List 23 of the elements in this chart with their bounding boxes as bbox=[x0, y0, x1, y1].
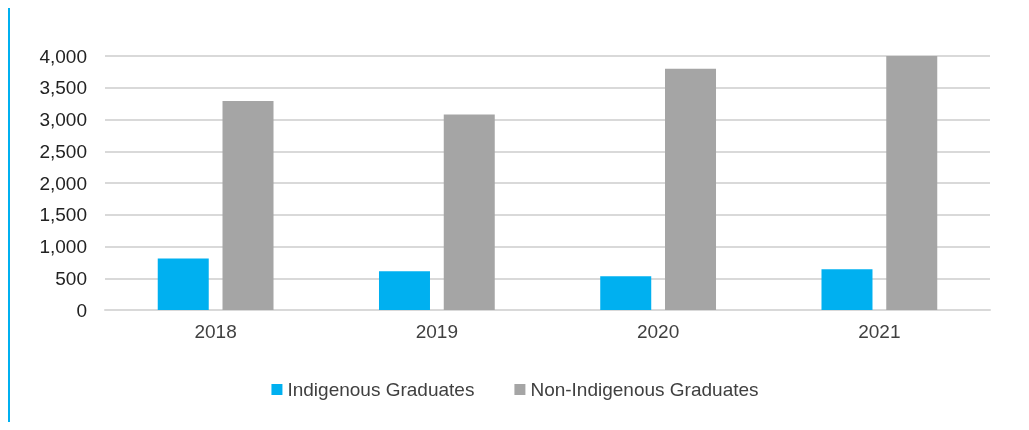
bar bbox=[600, 276, 652, 310]
y-tick-label: 2,500 bbox=[39, 140, 87, 162]
bar bbox=[157, 258, 209, 310]
bar bbox=[222, 101, 274, 310]
y-tick-label: 0 bbox=[76, 299, 87, 321]
bar bbox=[821, 269, 873, 310]
legend-label: Indigenous Graduates bbox=[287, 379, 475, 400]
legend-label: Non-Indigenous Graduates bbox=[530, 379, 759, 400]
y-tick-label: 4,000 bbox=[39, 45, 87, 67]
x-tick-label: 2018 bbox=[194, 321, 237, 342]
x-tick-label: 2020 bbox=[636, 321, 680, 342]
y-tick-label: 3,500 bbox=[39, 77, 87, 99]
y-tick-label: 1,500 bbox=[39, 204, 87, 226]
bar bbox=[443, 114, 495, 310]
x-tick-label: 2019 bbox=[415, 321, 459, 342]
x-tick-label: 2021 bbox=[858, 321, 901, 342]
bar bbox=[378, 271, 430, 310]
y-tick-label: 500 bbox=[55, 267, 87, 289]
y-tick-label: 2,000 bbox=[39, 172, 87, 194]
y-tick-label: 3,000 bbox=[39, 109, 87, 130]
bar bbox=[886, 56, 938, 310]
bar bbox=[665, 68, 717, 310]
y-tick-label: 1,000 bbox=[39, 236, 87, 257]
